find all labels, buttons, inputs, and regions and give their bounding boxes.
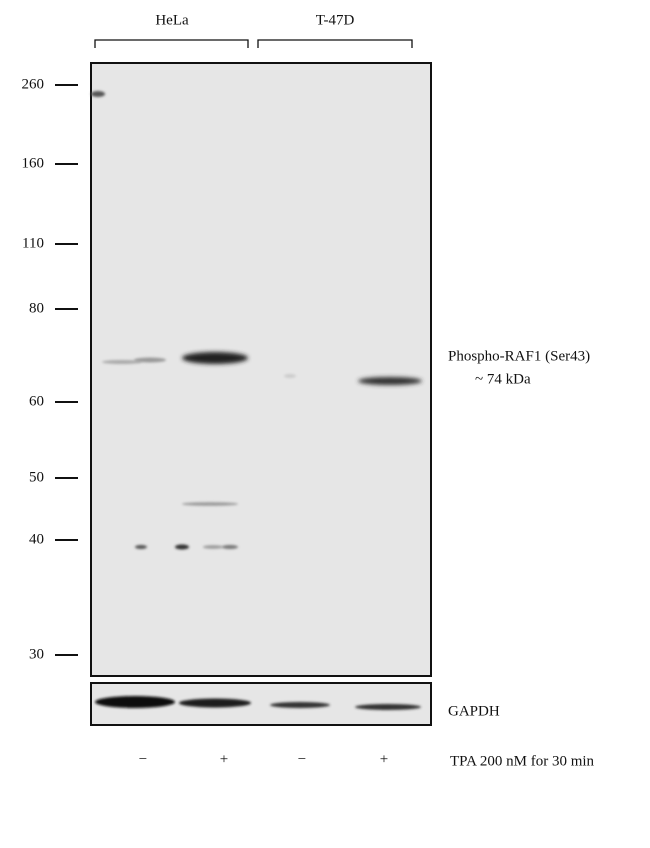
loading-label: GAPDH (448, 703, 500, 719)
band (134, 357, 166, 363)
band (102, 360, 142, 364)
blot-membrane (90, 62, 432, 677)
lane-treatment: + (220, 751, 228, 767)
group-bracket (257, 39, 413, 48)
lane-treatment: − (298, 751, 306, 767)
group-label: HeLa (155, 12, 189, 28)
band (135, 545, 147, 549)
band (222, 545, 238, 549)
loading-blot (90, 682, 432, 726)
marker-label: 110 (22, 235, 44, 251)
band (182, 502, 238, 506)
marker-label: 260 (22, 76, 45, 92)
band (284, 374, 296, 378)
band (182, 352, 248, 364)
group-label: T-47D (316, 12, 355, 28)
lane-treatment: + (380, 751, 388, 767)
marker-label: 60 (29, 393, 44, 409)
marker-label: 160 (22, 155, 45, 171)
band (95, 696, 175, 708)
band-size: ~ 74 kDa (475, 371, 531, 387)
band (355, 704, 421, 710)
band (270, 702, 330, 708)
treatment-label: TPA 200 nM for 30 min (450, 753, 595, 769)
band (203, 545, 223, 549)
marker-ladder: 260 160 110 80 60 50 40 30 (22, 76, 78, 662)
lane-treatment: − (139, 751, 147, 767)
group-bracket (94, 39, 249, 48)
marker-label: 50 (29, 469, 44, 485)
marker-label: 30 (29, 646, 44, 662)
band (91, 91, 105, 97)
band (358, 377, 422, 385)
main-blot (90, 62, 432, 677)
band (175, 544, 189, 550)
band-name: Phospho-RAF1 (Ser43) (448, 348, 590, 364)
marker-label: 80 (29, 300, 44, 316)
band (179, 698, 251, 708)
marker-label: 40 (29, 531, 44, 547)
